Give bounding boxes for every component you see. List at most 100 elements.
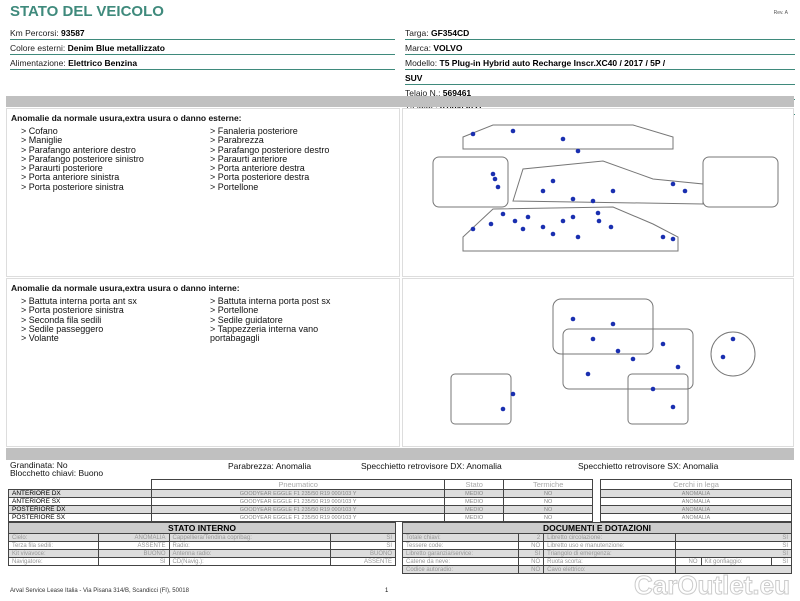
damage-dot bbox=[560, 136, 566, 142]
tire-pos: ANTERIORE DX bbox=[7, 489, 153, 498]
item-value bbox=[675, 565, 792, 574]
item-label: Navigatore: bbox=[8, 557, 99, 566]
tire-stato: MEDIO bbox=[444, 513, 505, 522]
tire-tire: GOODYEAR EGGLE F1 235/50 R19 000/103 Y bbox=[151, 505, 446, 514]
tire-tire: GOODYEAR EGGLE F1 235/50 R19 000/103 Y bbox=[151, 513, 446, 522]
stato-interno-table: STATO INTERNO Cielo: ANOMALIA Cappelliera/T… bbox=[8, 522, 397, 566]
tire-termiche: NO bbox=[503, 489, 593, 498]
section-row: Codice autoradio: NO Cavo elettrico: bbox=[401, 565, 792, 574]
anomaly-item: > Sedile guidatore bbox=[210, 314, 283, 325]
tire-pos: ANTERIORE SX bbox=[7, 497, 153, 506]
anomaly-item: > Tappezzeria interna vano bbox=[210, 323, 319, 334]
damage-dot bbox=[590, 198, 596, 204]
car-rear-outline bbox=[702, 156, 779, 208]
tire-row: POSTERIORE DX GOODYEAR EGGLE F1 235/50 R1… bbox=[7, 505, 593, 514]
field-row: Alimentazione: Elettrico Benzina bbox=[10, 58, 395, 70]
damage-dot bbox=[610, 321, 616, 327]
car-side-outline bbox=[462, 206, 679, 252]
item-label: Cielo: bbox=[8, 533, 99, 542]
info-blocchetto: Blocchetto chiavi: Buono bbox=[10, 468, 104, 478]
damage-dot bbox=[670, 181, 676, 187]
section-row: Navigatore: SI CD(Navig.): ASSENTE bbox=[8, 557, 397, 566]
item-value: SI bbox=[675, 541, 792, 550]
field-label: Targa: bbox=[405, 28, 431, 38]
field-label: Telaio N.: bbox=[405, 88, 443, 98]
anomaly-item: > Fanaleria posteriore bbox=[210, 126, 298, 136]
interior-title: Anomalie da normale usura,extra usura o … bbox=[11, 283, 240, 293]
item-label: Radio: bbox=[168, 541, 331, 550]
damage-dot bbox=[512, 218, 518, 224]
anomaly-item: > Cofano bbox=[21, 126, 58, 136]
car-side-outline bbox=[512, 160, 704, 205]
damage-dot bbox=[492, 176, 498, 182]
anomaly-item: > Porta posteriore sinistra bbox=[21, 305, 124, 316]
tire-stato: MEDIO bbox=[444, 505, 505, 514]
tire-termiche: NO bbox=[503, 497, 593, 506]
cerchi-value: ANOMALIA bbox=[600, 489, 792, 498]
damage-dot bbox=[670, 404, 676, 410]
field-label: Colore esterni: bbox=[10, 43, 68, 53]
tire-row: ANTERIORE SX GOODYEAR EGGLE F1 235/50 R19… bbox=[7, 497, 593, 506]
anomaly-item: > Seconda fila sedili bbox=[21, 314, 102, 325]
item-label: Catene da neve: bbox=[401, 557, 520, 566]
info-parabrezza: Parabrezza: Anomalia bbox=[228, 461, 312, 471]
section-row: Totale chiavi: 2 Libretto circolazione: SI bbox=[401, 533, 792, 542]
interior-anomalies: Anomalie da normale usura,extra usura o … bbox=[6, 278, 400, 447]
anomaly-item: portabagagli bbox=[210, 333, 260, 344]
damage-dot bbox=[575, 148, 581, 154]
damage-dot bbox=[590, 336, 596, 342]
item-value: BUONO bbox=[329, 549, 397, 558]
tire-row: POSTERIORE SX GOODYEAR EGGLE F1 235/50 R1… bbox=[7, 513, 593, 522]
cerchi-row: ANOMALIA bbox=[600, 505, 792, 514]
damage-dot bbox=[550, 231, 556, 237]
tire-pos: POSTERIORE SX bbox=[7, 513, 153, 522]
damage-dot bbox=[490, 171, 496, 177]
anomaly-item: > Parafango anteriore destro bbox=[21, 144, 136, 155]
anomaly-item: > Sedile passeggero bbox=[21, 323, 104, 334]
damage-dot bbox=[470, 131, 476, 137]
exterior-anomalies: Anomalie da normale usura,extra usura o … bbox=[6, 108, 400, 277]
cerchi-row: ANOMALIA bbox=[600, 497, 792, 506]
documenti-table: DOCUMENTI E DOTAZIONI Totale chiavi: 2 Libr… bbox=[401, 522, 792, 574]
item-value: SI bbox=[97, 557, 170, 566]
damage-dot bbox=[560, 218, 566, 224]
field-value: Elettrico Benzina bbox=[68, 58, 138, 68]
damage-dot bbox=[510, 391, 516, 397]
item-value: ANOMALIA bbox=[97, 533, 170, 542]
damage-dot bbox=[630, 356, 636, 362]
col-stato: Stato bbox=[444, 479, 505, 490]
tires-table: Pneumatico Stato Termiche ANTERIORE DX GOODY… bbox=[7, 479, 593, 522]
damage-dot bbox=[575, 234, 581, 240]
item-value: NO bbox=[518, 557, 545, 566]
damage-dot bbox=[470, 226, 476, 232]
damage-dot bbox=[510, 128, 516, 134]
interior-top-outline bbox=[552, 298, 654, 355]
interior-door-outline bbox=[450, 373, 512, 425]
cerchi-value: ANOMALIA bbox=[600, 513, 792, 522]
section-row: Tessere code: NO Libretto uso e manutenzio… bbox=[401, 541, 792, 550]
item-value: NO bbox=[675, 557, 702, 566]
stato-interno-title: STATO INTERNO bbox=[8, 522, 396, 534]
tire-tire: GOODYEAR EGGLE F1 235/50 R19 000/103 Y bbox=[151, 489, 446, 498]
field-label: Km Percorsi: bbox=[10, 28, 62, 38]
cerchi-row: ANOMALIA bbox=[600, 489, 792, 498]
anomaly-item: > Paraurti posteriore bbox=[21, 163, 103, 174]
info-specchietto-dx: Specchietto retrovisore DX: Anomalia bbox=[361, 461, 502, 471]
field-label: Marca: bbox=[405, 43, 434, 53]
field-row: Marca: VOLVO bbox=[405, 43, 795, 55]
col-termiche: Termiche bbox=[503, 479, 593, 490]
item-label: Terza fila sedili: bbox=[8, 541, 99, 550]
field-value: 93587 bbox=[61, 28, 85, 38]
item-value: NO bbox=[518, 565, 545, 574]
damage-dot bbox=[660, 341, 666, 347]
cerchi-table: Cerchi in lega ANOMALIA ANOMALIA ANOMALIA AN… bbox=[600, 479, 792, 522]
item-label: Libretto garanzia/service: bbox=[401, 549, 520, 558]
field-value: SUV bbox=[405, 73, 423, 83]
damage-dot bbox=[585, 371, 591, 377]
tire-stato: MEDIO bbox=[444, 489, 505, 498]
damage-dot bbox=[520, 226, 526, 232]
damage-dot bbox=[488, 221, 494, 227]
footer-address: Arval Service Lease Italia - Via Pisana … bbox=[10, 588, 189, 594]
item-label: Libretto uso e manutenzione: bbox=[543, 541, 677, 550]
watermark-logo: CarOutlet.eu bbox=[633, 570, 790, 601]
